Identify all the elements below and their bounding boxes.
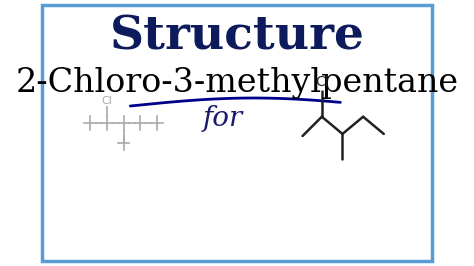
Text: for: for <box>202 105 243 131</box>
Text: Cl: Cl <box>101 96 112 106</box>
Text: Cl: Cl <box>315 75 328 89</box>
Text: Structure: Structure <box>109 13 365 59</box>
Text: 2-Chloro-3-methylpentane: 2-Chloro-3-methylpentane <box>16 67 458 99</box>
